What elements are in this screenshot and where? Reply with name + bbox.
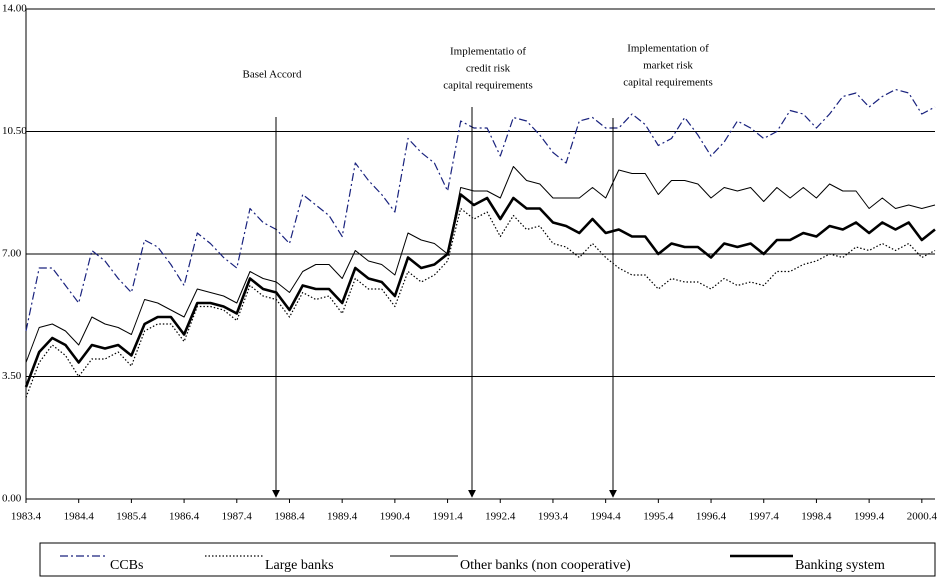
- annotation: Basel Accord: [243, 69, 302, 81]
- x-tick-label: 1994.4: [591, 511, 622, 523]
- y-tick-label: 14.00: [2, 3, 27, 15]
- annotation: Implementatio of: [450, 46, 526, 58]
- x-tick-label: 1993.4: [538, 511, 569, 523]
- annotation: capital requirements: [623, 77, 713, 89]
- x-tick-label: 1985.4: [116, 511, 147, 523]
- legend-label: Large banks: [265, 558, 334, 573]
- x-tick-label: 1996.4: [696, 511, 727, 523]
- x-tick-label: 1986.4: [169, 511, 200, 523]
- x-tick-label: 1988.4: [274, 511, 305, 523]
- annotation: Implementation of: [627, 43, 709, 55]
- x-tick-label: 1995.4: [643, 511, 674, 523]
- series-line: [24, 193, 936, 388]
- legend-label: Banking system: [795, 558, 885, 573]
- x-tick-label: 1987.4: [222, 511, 253, 523]
- x-tick-label: 1997.4: [749, 511, 780, 523]
- x-tick-label: 1989.4: [327, 511, 358, 523]
- legend-label: Other banks (non cooperative): [460, 558, 631, 573]
- annotation: credit risk: [466, 63, 511, 75]
- legend-box: [39, 542, 936, 577]
- x-tick-label: 1998.4: [801, 511, 832, 523]
- y-tick-label: 3.50: [2, 370, 22, 382]
- x-tick-label: 1984.4: [64, 511, 95, 523]
- y-tick-label: 10.50: [2, 125, 27, 137]
- y-tick-label: 0.00: [2, 493, 22, 505]
- x-tick-label: 1990.4: [380, 511, 411, 523]
- legend-label: CCBs: [110, 558, 143, 573]
- x-tick-label: 1992.4: [485, 511, 516, 523]
- series-line: [25, 88, 936, 332]
- y-tick-label: 7.00: [2, 248, 22, 260]
- x-tick-label: 2000.4: [907, 511, 937, 523]
- x-tick-label: 1983.4: [11, 511, 42, 523]
- series-line: [25, 166, 936, 363]
- annotation: capital requirements: [443, 80, 533, 92]
- x-tick-label: 1999.4: [854, 511, 885, 523]
- x-tick-label: 1991.4: [432, 511, 463, 523]
- annotation: market risk: [643, 60, 693, 72]
